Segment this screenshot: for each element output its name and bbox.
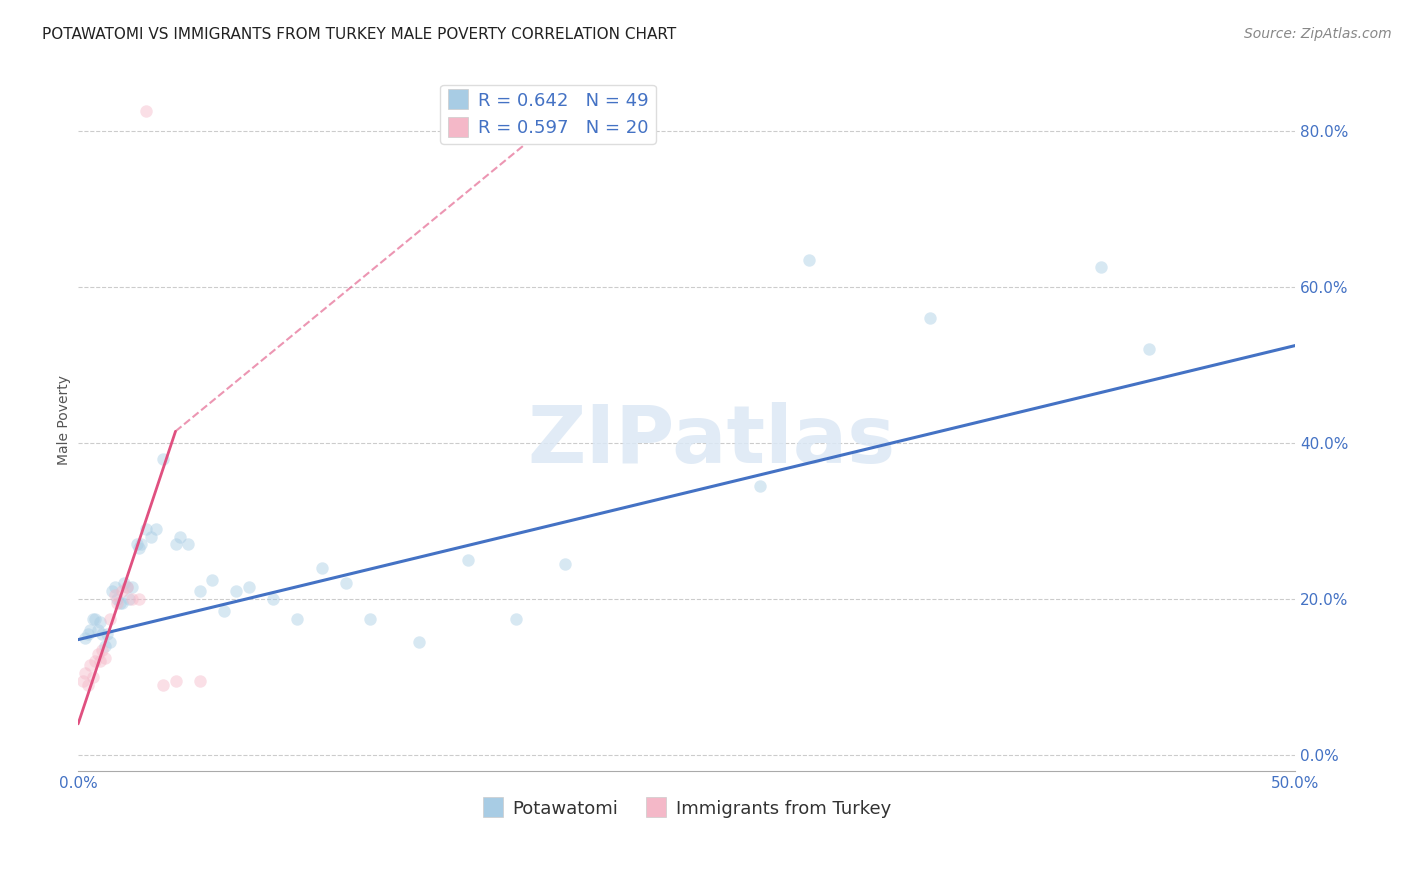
Point — [79, 624, 101, 638]
Point — [457, 553, 479, 567]
Point — [125, 537, 148, 551]
Point — [108, 596, 131, 610]
Point — [79, 658, 101, 673]
Point — [84, 611, 107, 625]
Point — [128, 592, 150, 607]
Point — [75, 666, 97, 681]
Point — [1090, 260, 1112, 275]
Point — [104, 588, 127, 602]
Point — [920, 311, 942, 326]
Point — [141, 530, 163, 544]
Point — [145, 522, 167, 536]
Point — [94, 639, 117, 653]
Point — [152, 678, 174, 692]
Point — [311, 561, 333, 575]
Point — [104, 580, 127, 594]
Point — [285, 611, 308, 625]
Point — [112, 576, 135, 591]
Point — [201, 573, 224, 587]
Text: ZIPatlas: ZIPatlas — [527, 401, 896, 480]
Point — [505, 611, 527, 625]
Point — [105, 596, 128, 610]
Point — [262, 592, 284, 607]
Point — [169, 530, 191, 544]
Point — [82, 611, 104, 625]
Point — [76, 627, 98, 641]
Point — [554, 557, 576, 571]
Point — [94, 650, 117, 665]
Point — [212, 604, 235, 618]
Legend: Potawatomi, Immigrants from Turkey: Potawatomi, Immigrants from Turkey — [475, 792, 898, 825]
Point — [86, 647, 108, 661]
Point — [128, 541, 150, 556]
Point — [335, 576, 357, 591]
Point — [121, 592, 143, 607]
Point — [408, 635, 430, 649]
Point — [75, 631, 97, 645]
Point — [238, 580, 260, 594]
Point — [359, 611, 381, 625]
Point — [89, 655, 111, 669]
Point — [76, 678, 98, 692]
Point — [101, 584, 124, 599]
Point — [115, 580, 138, 594]
Point — [84, 655, 107, 669]
Text: POTAWATOMI VS IMMIGRANTS FROM TURKEY MALE POVERTY CORRELATION CHART: POTAWATOMI VS IMMIGRANTS FROM TURKEY MAL… — [42, 27, 676, 42]
Point — [89, 615, 111, 630]
Point — [135, 104, 157, 119]
Point — [165, 537, 187, 551]
Point — [797, 252, 820, 267]
Point — [188, 673, 211, 688]
Point — [188, 584, 211, 599]
Point — [748, 479, 770, 493]
Point — [176, 537, 198, 551]
Text: Source: ZipAtlas.com: Source: ZipAtlas.com — [1244, 27, 1392, 41]
Point — [91, 627, 114, 641]
Point — [135, 522, 157, 536]
Point — [111, 596, 134, 610]
Point — [152, 451, 174, 466]
Point — [225, 584, 247, 599]
Point — [98, 611, 121, 625]
Point — [115, 580, 138, 594]
Point — [86, 624, 108, 638]
Point — [96, 627, 118, 641]
Point — [105, 592, 128, 607]
Y-axis label: Male Poverty: Male Poverty — [58, 375, 72, 465]
Point — [121, 580, 143, 594]
Point — [72, 673, 94, 688]
Point — [111, 584, 134, 599]
Point — [1137, 343, 1160, 357]
Point — [98, 635, 121, 649]
Point — [131, 537, 153, 551]
Point — [82, 670, 104, 684]
Point — [165, 673, 187, 688]
Point — [91, 642, 114, 657]
Point — [118, 592, 141, 607]
